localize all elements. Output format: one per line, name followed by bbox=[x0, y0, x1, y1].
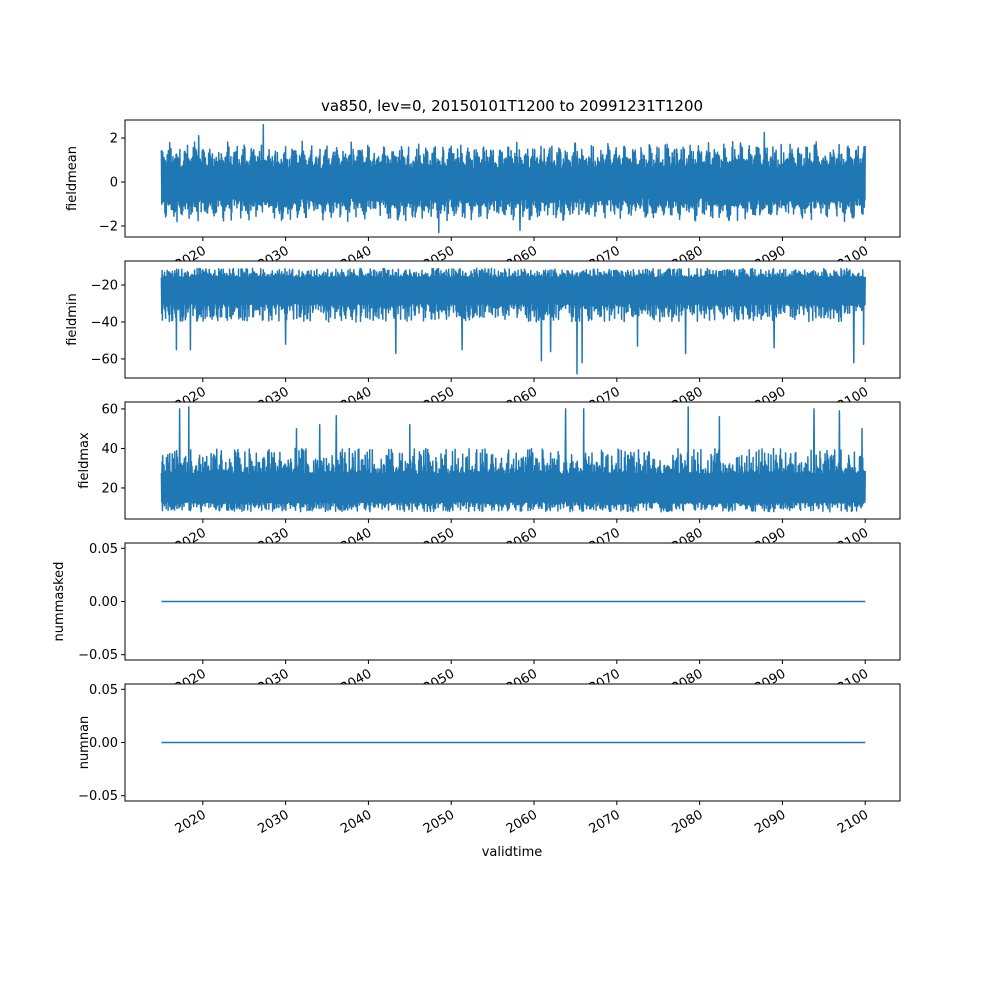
y-tick-label: 0.00 bbox=[89, 736, 118, 751]
y-tick-label: 0.00 bbox=[89, 595, 118, 610]
y-tick-label: −60 bbox=[91, 352, 118, 367]
series-line-fieldmax bbox=[160, 406, 866, 513]
y-tick-label: 40 bbox=[101, 442, 118, 457]
axes-frame bbox=[124, 260, 901, 379]
y-tick-label: 0.05 bbox=[89, 542, 118, 557]
axes-frame bbox=[124, 401, 901, 520]
x-axis-label: validtime bbox=[482, 845, 543, 860]
y-tick-label: 0 bbox=[110, 176, 118, 191]
y-tick-label: −40 bbox=[91, 315, 118, 330]
chart-title: va850, lev=0, 20150101T1200 to 20991231T… bbox=[321, 97, 703, 115]
y-axis-label: numnan bbox=[77, 716, 92, 770]
series-line-fieldmean bbox=[160, 124, 866, 234]
y-tick-label: 60 bbox=[101, 402, 118, 417]
y-tick-label: −0.05 bbox=[78, 789, 118, 804]
y-tick-label: −20 bbox=[91, 279, 118, 294]
y-tick-label: −2 bbox=[99, 220, 118, 235]
y-tick-label: 0.05 bbox=[89, 683, 118, 698]
y-tick-label: 2 bbox=[110, 132, 118, 147]
y-tick-label: 20 bbox=[101, 481, 118, 496]
y-axis-label: nummasked bbox=[52, 562, 67, 642]
axes-frame bbox=[124, 119, 901, 238]
y-tick-label: −0.05 bbox=[78, 648, 118, 663]
y-axis-label: fieldmax bbox=[77, 432, 92, 489]
series-line-fieldmin bbox=[160, 267, 866, 375]
y-axis-label: fieldmin bbox=[65, 293, 80, 346]
y-axis-label: fieldmean bbox=[65, 146, 80, 211]
